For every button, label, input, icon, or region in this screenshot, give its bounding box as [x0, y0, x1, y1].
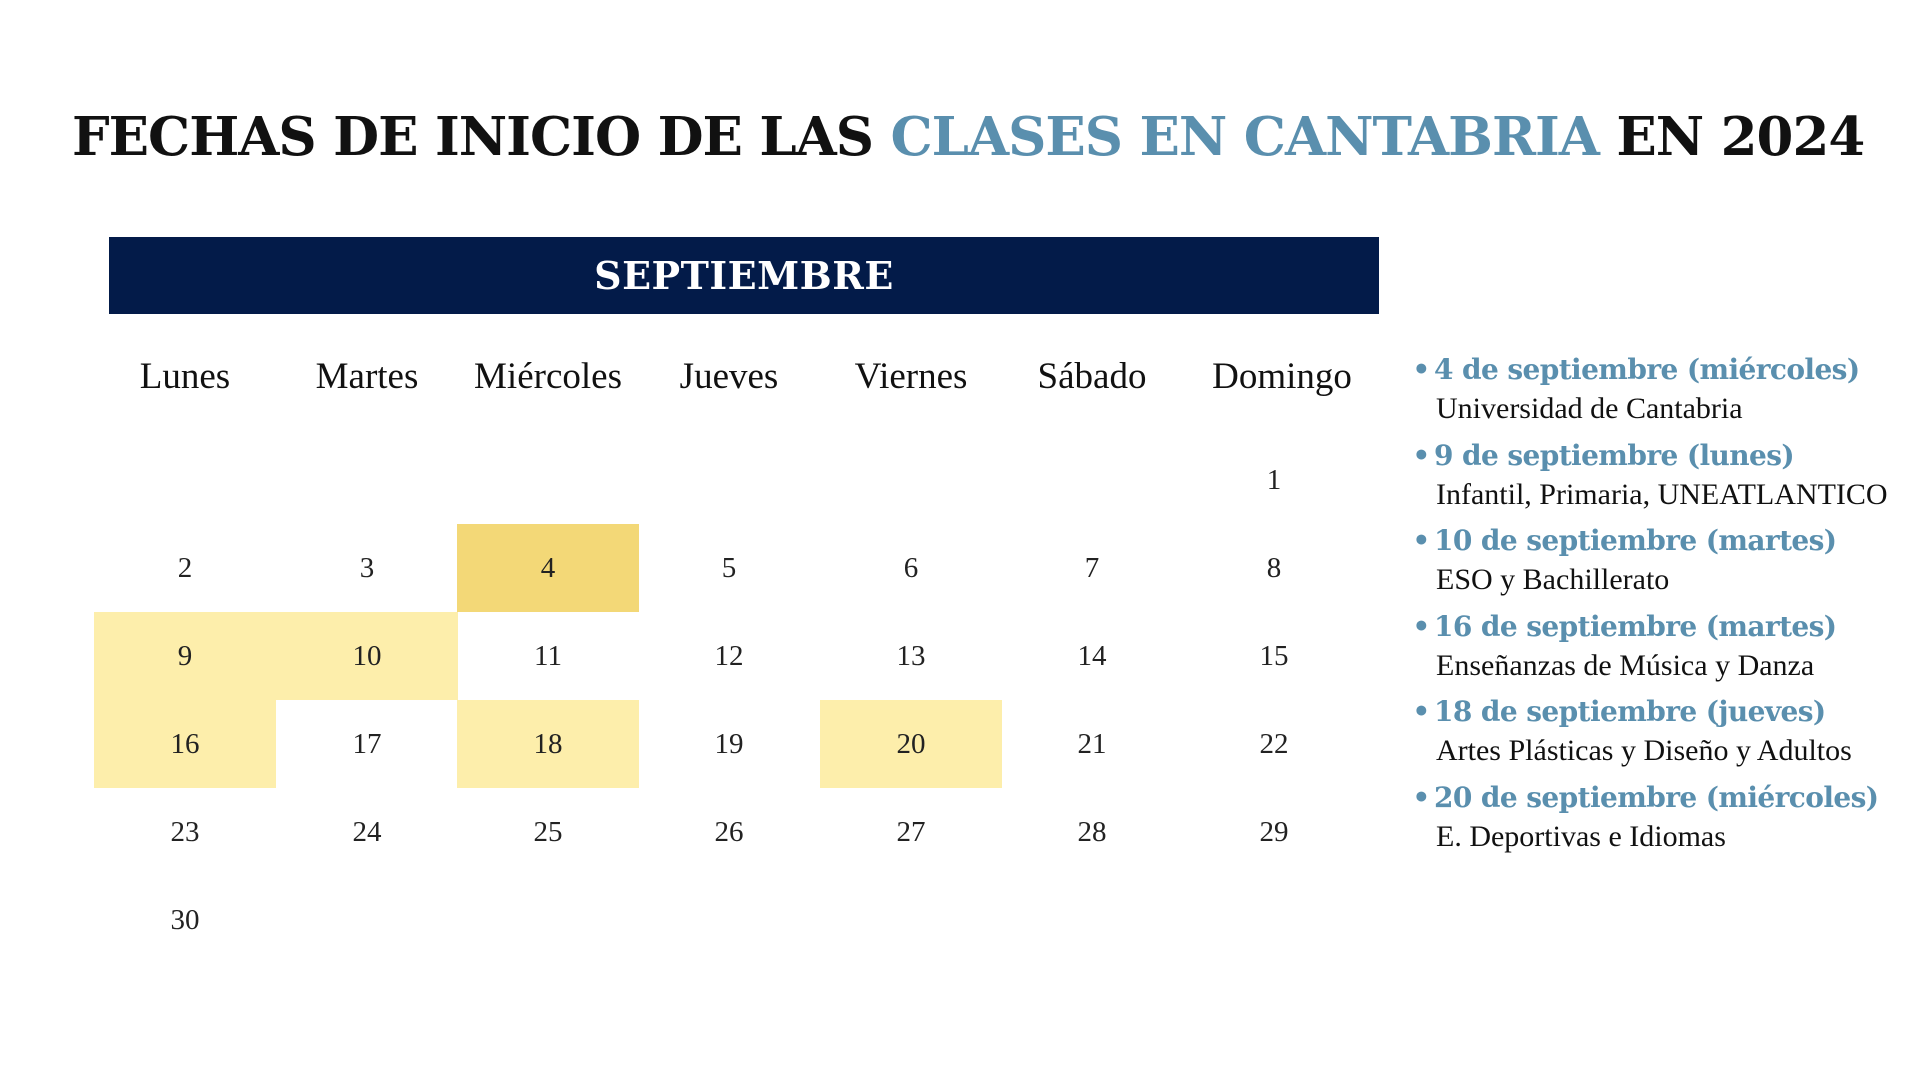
calendar-day[interactable]: 13 — [896, 639, 926, 672]
calendar-day[interactable]: 19 — [714, 727, 744, 760]
legend-item: • 16 de septiembre (martes) Enseñanzas de … — [1408, 607, 1908, 693]
legend-description: Enseñanzas de Música y Danza — [1436, 648, 1815, 682]
calendar-day[interactable]: 1 — [1266, 463, 1282, 496]
legend-description: E. Deportivas e Idiomas — [1436, 819, 1726, 853]
page-title: FECHAS DE INICIO DE LAS CLASES EN CANTAB… — [72, 106, 1865, 168]
title-accent: CLASES EN CANTABRIA — [890, 106, 1600, 168]
calendar-day[interactable]: 9 — [94, 612, 276, 700]
legend-date-row: • 9 de septiembre (lunes) — [1408, 436, 1908, 476]
calendar-day[interactable]: 16 — [94, 700, 276, 788]
calendar-day[interactable]: 4 — [457, 524, 639, 612]
calendar-day[interactable]: 23 — [170, 815, 200, 848]
calendar-day[interactable]: 24 — [352, 815, 382, 848]
legend-date: 18 de septiembre (jueves) — [1434, 695, 1826, 728]
calendar-day[interactable]: 6 — [903, 551, 919, 584]
weekday-header: Viernes — [854, 355, 968, 397]
weekday-header: Miércoles — [474, 355, 622, 397]
month-label: SEPTIEMBRE — [594, 253, 894, 298]
weekday-header: Sábado — [1037, 355, 1147, 397]
calendar-day[interactable]: 3 — [359, 551, 375, 584]
legend-item: • 20 de septiembre (miércoles) E. Deportiv… — [1408, 778, 1908, 864]
legend-date: 4 de septiembre (miércoles) — [1434, 353, 1860, 386]
weekday-header: Martes — [315, 355, 419, 397]
calendar-day[interactable]: 26 — [714, 815, 744, 848]
bullet-icon: • — [1412, 353, 1430, 386]
calendar-day[interactable]: 25 — [533, 815, 563, 848]
title-part-1: FECHAS DE INICIO DE LAS — [72, 106, 891, 168]
calendar-day[interactable]: 8 — [1266, 551, 1282, 584]
legend-description: ESO y Bachillerato — [1436, 563, 1670, 596]
bullet-icon: • — [1412, 609, 1430, 643]
legend-date-row: • 10 de septiembre (martes) — [1408, 521, 1908, 561]
calendar-day[interactable]: 18 — [457, 700, 639, 788]
weekday-header: Jueves — [679, 355, 779, 397]
weekday-header: Lunes — [139, 355, 231, 397]
calendar-day[interactable]: 15 — [1259, 639, 1289, 672]
legend-date: 20 de septiembre (miércoles) — [1434, 780, 1879, 814]
calendar-day[interactable]: 30 — [170, 903, 200, 936]
start-dates-legend: • 4 de septiembre (miércoles) Universidad … — [1408, 350, 1908, 863]
calendar-day[interactable]: 5 — [721, 551, 737, 584]
calendar-day[interactable]: 28 — [1077, 815, 1107, 848]
legend-item: • 9 de septiembre (lunes) Infantil, Primar… — [1408, 436, 1908, 522]
weekday-header: Domingo — [1212, 355, 1352, 397]
legend-date-row: • 20 de septiembre (miércoles) — [1408, 778, 1908, 818]
legend-description: Infantil, Primaria, UNEATLANTICO — [1436, 477, 1888, 511]
legend-date-row: • 4 de septiembre (miércoles) — [1408, 350, 1908, 390]
legend-date-row: • 16 de septiembre (martes) — [1408, 607, 1908, 647]
bullet-icon: • — [1412, 780, 1430, 814]
legend-description: Universidad de Cantabria — [1436, 392, 1743, 425]
legend-date: 16 de septiembre (martes) — [1434, 609, 1837, 643]
calendar-day[interactable]: 22 — [1259, 727, 1289, 760]
bullet-icon: • — [1412, 524, 1430, 557]
title-part-2: EN 2024 — [1598, 106, 1865, 168]
legend-item: • 10 de septiembre (martes) ESO y Bachille… — [1408, 521, 1908, 607]
calendar-day[interactable]: 2 — [177, 551, 193, 584]
calendar-day[interactable]: 14 — [1077, 639, 1107, 672]
calendar-day[interactable]: 27 — [896, 815, 926, 848]
calendar-day[interactable]: 20 — [820, 700, 1002, 788]
calendar-day[interactable]: 21 — [1077, 727, 1107, 760]
calendar-day[interactable]: 11 — [534, 639, 562, 672]
legend-item: • 18 de septiembre (jueves) Artes Plástica… — [1408, 692, 1908, 778]
calendar-day[interactable]: 10 — [276, 612, 458, 700]
legend-date-row: • 18 de septiembre (jueves) — [1408, 692, 1908, 732]
legend-description: Artes Plásticas y Diseño y Adultos — [1436, 734, 1852, 767]
legend-item: • 4 de septiembre (miércoles) Universidad … — [1408, 350, 1908, 436]
bullet-icon: • — [1412, 695, 1430, 728]
calendar-day[interactable]: 29 — [1259, 815, 1289, 848]
calendar-day[interactable]: 7 — [1084, 551, 1100, 584]
legend-date: 10 de septiembre (martes) — [1434, 524, 1837, 557]
legend-date: 9 de septiembre (lunes) — [1434, 438, 1795, 472]
calendar-day[interactable]: 12 — [714, 639, 744, 672]
bullet-icon: • — [1412, 438, 1430, 472]
month-header: SEPTIEMBRE — [109, 237, 1379, 314]
calendar-day[interactable]: 17 — [352, 727, 382, 760]
